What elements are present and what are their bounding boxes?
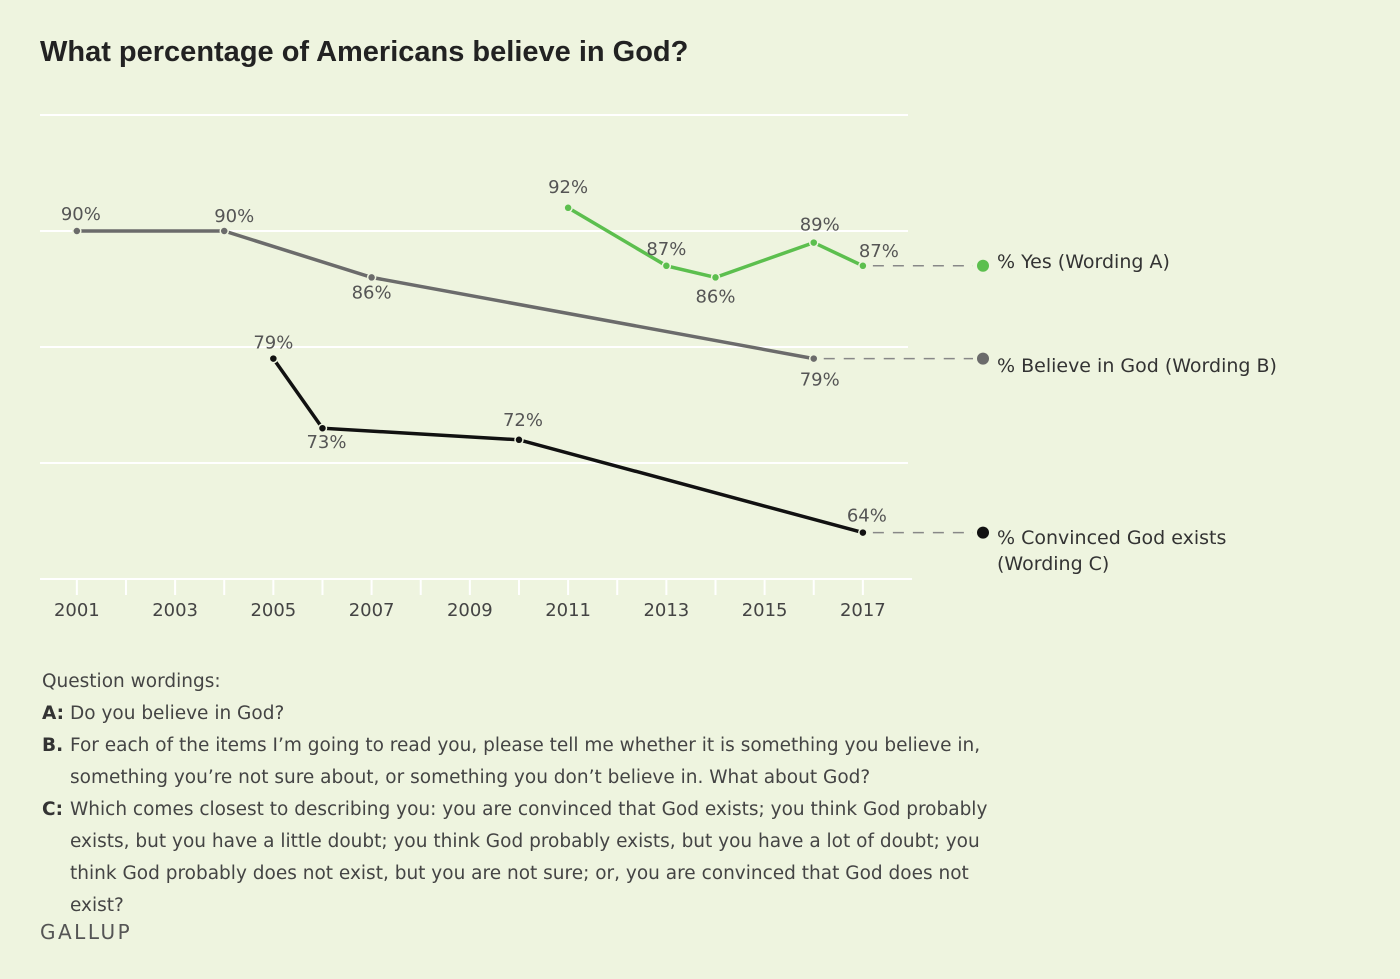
x-tick-label: 2005: [250, 600, 296, 621]
point: [268, 353, 279, 364]
legend-label: % Believe in God (Wording B): [997, 355, 1277, 377]
x-tick-label: 2015: [742, 600, 788, 621]
value-label: 86%: [695, 286, 735, 307]
note-letter: A:: [42, 703, 65, 724]
point: [858, 527, 868, 538]
point: [317, 423, 328, 433]
notes-heading: Question wordings:: [42, 671, 221, 692]
value-label: 79%: [253, 333, 293, 354]
point: [563, 203, 573, 213]
notes: Question wordings: A: Do you believe in G…: [42, 666, 1020, 922]
chart-title: What percentage of Americans believe in …: [40, 36, 689, 68]
note-text: For each of the items I’m going to read …: [70, 735, 981, 788]
value-label: 90%: [61, 204, 101, 225]
x-tick-label: 2013: [643, 600, 689, 621]
x-tick-label: 2011: [545, 600, 591, 621]
note-item: C: Which comes closest to describing you:…: [42, 794, 1020, 922]
point: [72, 226, 82, 236]
series-line: [271, 357, 864, 535]
legend-marker: [977, 259, 989, 272]
value-label: 86%: [352, 282, 392, 303]
legend-label: % Convinced God exists (Wording C): [997, 527, 1227, 575]
value-label: 89%: [800, 215, 840, 236]
source: GALLUP: [40, 920, 133, 944]
point: [858, 261, 868, 271]
point: [808, 237, 819, 248]
point: [219, 226, 229, 236]
x-tick-label: 2003: [152, 600, 198, 621]
series-line: [76, 229, 815, 361]
note-text: Which comes closest to describing you: y…: [70, 799, 988, 916]
note-item: A: Do you believe in God?: [42, 698, 1020, 730]
note-letter: C:: [42, 799, 63, 820]
value-label: 90%: [214, 206, 254, 227]
x-tick-label: 2001: [54, 600, 100, 621]
value-label: 64%: [847, 506, 887, 527]
value-label: 72%: [503, 410, 543, 431]
legend-marker: [977, 526, 989, 539]
value-label: 87%: [646, 239, 686, 260]
note-letter: B.: [42, 735, 64, 756]
point: [808, 353, 819, 364]
x-tick-label: 2007: [349, 600, 395, 621]
point: [366, 272, 377, 283]
point: [514, 435, 524, 445]
x-tick-label: 2009: [447, 600, 493, 621]
value-label: 92%: [548, 177, 588, 198]
value-label: 79%: [800, 370, 840, 391]
value-label: 87%: [859, 241, 899, 262]
note-item: B. For each of the items I’m going to rea…: [42, 730, 1020, 794]
x-tick-label: 2017: [840, 600, 886, 621]
legend-marker: [977, 352, 989, 365]
value-label: 73%: [306, 432, 346, 453]
point: [710, 272, 721, 283]
note-text: Do you believe in God?: [70, 703, 285, 724]
point: [661, 261, 672, 271]
legend-label: % Yes (Wording A): [997, 251, 1170, 273]
